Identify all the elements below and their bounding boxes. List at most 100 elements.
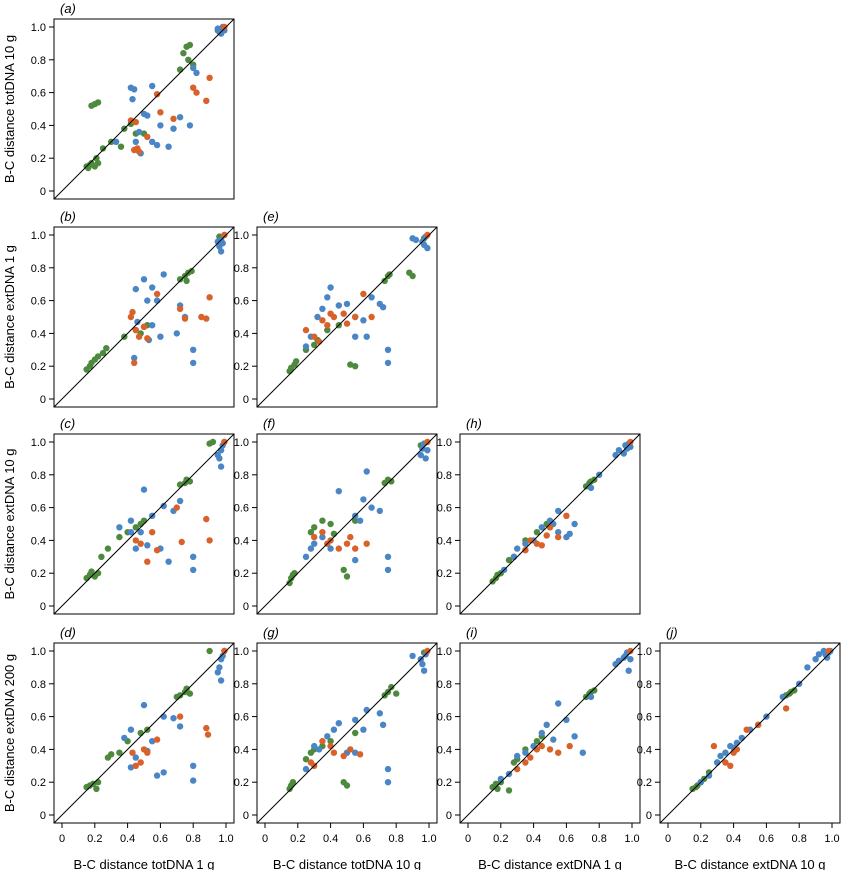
data-point-blue xyxy=(190,359,197,367)
data-point-blue xyxy=(555,700,562,707)
data-point-blue xyxy=(131,354,138,362)
data-point-blue xyxy=(579,749,586,756)
data-point-blue xyxy=(352,556,359,564)
y-tick-label: 1.0 xyxy=(234,230,249,242)
data-point-blue xyxy=(131,86,138,93)
data-point-green xyxy=(324,326,331,334)
x-tick-label: 1.0 xyxy=(421,833,436,845)
data-point-blue xyxy=(219,652,226,660)
data-point-orange xyxy=(132,326,139,334)
data-point-orange xyxy=(627,647,634,655)
y-tick-label: 0.4 xyxy=(234,535,249,547)
x-axis-label: B-C distance totDNA 1 g xyxy=(74,857,215,870)
data-point-blue xyxy=(566,530,573,537)
data-point-orange xyxy=(527,537,534,544)
data-point-blue xyxy=(311,742,318,750)
data-point-blue xyxy=(379,721,387,728)
data-point-blue xyxy=(132,285,139,293)
data-point-orange xyxy=(153,290,161,298)
x-tick-label: 0.6 xyxy=(153,833,168,845)
data-point-blue xyxy=(140,701,148,709)
data-point-blue xyxy=(555,507,562,515)
data-point-green xyxy=(98,553,105,560)
data-point-green xyxy=(183,277,190,285)
data-point-blue xyxy=(160,271,167,278)
y-tick-label: 0 xyxy=(40,394,46,406)
data-point-orange xyxy=(311,333,318,340)
panel-0: 0 0.2 0.4 0.6 0.8 1.0 (a) xyxy=(31,1,235,200)
data-points xyxy=(286,647,431,792)
panel-label: (g) xyxy=(263,625,279,640)
data-point-blue xyxy=(144,112,151,119)
data-point-blue xyxy=(384,765,392,773)
data-point-blue xyxy=(522,749,529,756)
y-tick-label: 0.6 xyxy=(31,503,46,515)
data-point-green xyxy=(505,787,513,794)
data-point-green xyxy=(347,361,354,368)
y-tick-label: 0.2 xyxy=(31,777,46,789)
data-point-blue xyxy=(149,322,156,329)
data-point-orange xyxy=(555,533,562,541)
panel-9: 0 0.2 0.4 0.6 0.8 1.0 0 0.2 0.4 0.6 0.8 1.0 (j) xyxy=(637,625,841,845)
x-tick-label: 0.4 xyxy=(526,833,541,845)
data-point-blue xyxy=(176,114,184,121)
data-point-green xyxy=(381,277,388,285)
data-point-green xyxy=(311,524,318,531)
data-point-blue xyxy=(363,706,370,714)
data-point-blue xyxy=(127,726,135,733)
x-tick-label: 0.6 xyxy=(759,833,774,845)
y-tick-label: 0.4 xyxy=(637,744,652,756)
data-point-orange xyxy=(340,752,347,760)
data-point-green xyxy=(209,438,217,446)
data-point-green xyxy=(99,349,107,357)
y-tick-label: 0.6 xyxy=(637,712,652,724)
data-point-orange xyxy=(424,438,431,446)
panels-layer: 00.20.40.60.81.0(a)00.20.40.60.81.0(b)00… xyxy=(31,1,841,845)
x-tick-label: 0.8 xyxy=(592,833,607,845)
data-point-orange xyxy=(157,109,164,116)
y-tick-label: 0 xyxy=(446,601,452,613)
data-point-orange xyxy=(363,540,370,547)
data-point-orange xyxy=(176,713,184,720)
data-point-blue xyxy=(422,455,429,462)
data-point-blue xyxy=(384,779,392,786)
x-tick-label: 0.8 xyxy=(792,833,807,845)
data-point-blue xyxy=(615,447,623,454)
data-point-orange xyxy=(170,115,177,123)
data-point-blue xyxy=(514,545,521,552)
data-point-blue xyxy=(319,533,326,541)
data-point-orange xyxy=(203,515,210,523)
data-point-blue xyxy=(497,775,504,783)
data-points xyxy=(286,231,431,375)
data-point-green xyxy=(327,738,334,745)
data-point-green xyxy=(183,685,190,692)
panel-label: (c) xyxy=(60,416,75,431)
data-point-orange xyxy=(782,705,790,712)
y-tick-label: 0.2 xyxy=(437,777,452,789)
data-point-green xyxy=(116,749,123,756)
panel-frame xyxy=(53,18,235,200)
data-point-green xyxy=(93,785,100,792)
data-point-blue xyxy=(384,553,392,560)
data-point-orange xyxy=(131,146,138,154)
data-point-blue xyxy=(804,664,811,671)
data-point-blue xyxy=(319,305,326,312)
identity-line xyxy=(53,226,235,408)
x-axis-labels: B-C distance totDNA 1 g B-C distance totD… xyxy=(74,857,826,870)
x-tick-label: 0.6 xyxy=(559,833,574,845)
data-point-green xyxy=(352,517,359,524)
data-point-orange xyxy=(127,117,135,124)
y-tick-label: 0.6 xyxy=(31,712,46,724)
data-point-blue xyxy=(190,64,197,72)
data-point-green xyxy=(352,729,359,737)
data-point-orange xyxy=(203,315,210,322)
data-point-orange xyxy=(137,759,144,766)
data-point-orange xyxy=(727,762,734,769)
data-point-green xyxy=(340,566,347,574)
data-point-blue xyxy=(587,693,595,701)
data-point-blue xyxy=(522,540,529,547)
panel-label: (f) xyxy=(263,416,275,431)
data-point-orange xyxy=(319,738,326,745)
y-tick-label: 0.2 xyxy=(31,568,46,580)
data-point-blue xyxy=(717,752,724,760)
